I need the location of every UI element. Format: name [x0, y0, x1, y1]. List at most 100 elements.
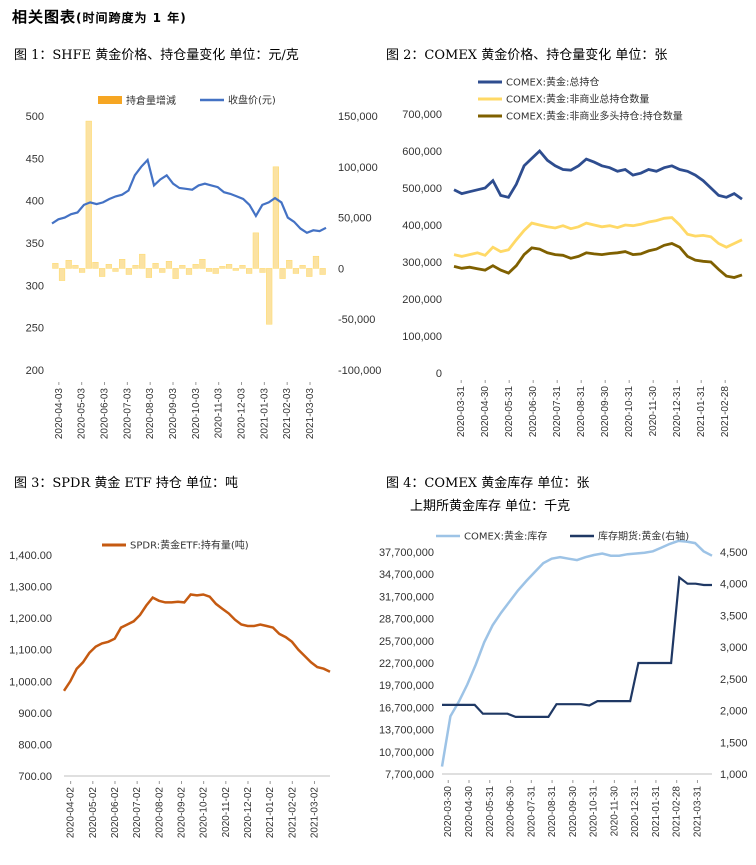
chart3-spdr-etf: 700.00 800.00 900.00 1,000.00 1,100.00 1,200.… [9, 539, 331, 839]
chart1-bar [319, 268, 326, 275]
chart3-ytick: 1,000.00 [9, 676, 52, 688]
chart1-bar [125, 268, 132, 275]
chart2-comex-gold: 0 100,000 200,000 300,000 400,000 500,000 600,… [402, 76, 743, 438]
chart1-ytick-left: 400 [26, 196, 44, 208]
chart1-xtick-label: 2021-01-03 [259, 388, 270, 440]
chart1-xtick-label: 2020-05-03 [77, 388, 88, 440]
chart4-ytick-left: 25,700,000 [379, 636, 434, 648]
chart2-ytick: 400,000 [402, 220, 442, 232]
chart1-bar [185, 268, 193, 275]
chart2-series-noncomm-total [453, 216, 743, 258]
chart1-xtick-label: 2020-12-03 [237, 388, 248, 440]
chart1-bar [292, 268, 300, 274]
chart1-bar [58, 268, 66, 281]
chart4-xtick-label: 2020-11-30 [609, 786, 620, 837]
chart2-ytick: 200,000 [402, 294, 442, 306]
chart4-ytick-right: 4,000 [720, 579, 748, 591]
chart1-legend-swatch-bar [98, 96, 122, 104]
chart2-series-total-oi-legend-label: COMEX:黄金:总持仓 [506, 76, 599, 89]
chart4-xtick-label: 2021-02-28 [672, 786, 683, 838]
chart4-ytick-right: 1,500 [720, 737, 748, 749]
chart3-series-spdr-holdings [62, 593, 331, 692]
chart1-ytick-left: 450 [26, 153, 44, 165]
chart3-xtick-label: 2021-03-02 [309, 787, 320, 839]
chart2-ytick: 100,000 [402, 331, 442, 343]
chart4-ytick-right: 3,500 [720, 610, 748, 622]
chart2-xtick-label: 2020-08-31 [576, 386, 587, 438]
chart4-ytick-right: 2,500 [720, 674, 748, 686]
chart1-xtick-label: 2020-08-03 [145, 388, 156, 440]
chart1-bar [212, 268, 219, 274]
chart2-xtick-label: 2020-04-30 [480, 386, 491, 438]
chart3-xtick-label: 2020-08-02 [154, 787, 165, 839]
chart3-ytick: 1,200.00 [9, 613, 52, 625]
chart4-ytick-left: 22,700,000 [379, 658, 434, 670]
chart2-ytick: 700,000 [402, 109, 442, 121]
chart3-xtick-label: 2021-02-02 [287, 787, 298, 839]
chart1-bar [192, 264, 199, 269]
chart4-series-shfe-inventory [442, 575, 712, 718]
chart1-bar [239, 265, 246, 269]
chart1-bar [312, 255, 320, 269]
chart3-heading: 图 3：SPDR 黄金 ETF 持仓 单位：吨 [14, 476, 238, 491]
chart1-bar [266, 268, 273, 325]
chart1-bar [112, 268, 119, 272]
chart3-xtick-label: 2020-06-02 [110, 787, 121, 839]
chart4-ytick-right: 4,500 [720, 547, 748, 559]
chart1-bar [226, 264, 233, 269]
chart1-xtick-label: 2021-03-03 [305, 388, 316, 440]
chart1-xtick-label: 2020-04-03 [54, 388, 65, 440]
chart1-ytick-right: -50,000 [338, 314, 375, 326]
chart1-ytick-left: 500 [26, 111, 44, 123]
chart2-xtick-label: 2020-10-31 [624, 386, 635, 438]
chart4-xtick-label: 2021-03-31 [692, 786, 703, 838]
chart3-xtick-label: 2020-09-02 [176, 787, 187, 839]
chart1-bar [232, 268, 239, 271]
chart1-xtick-label: 2020-06-03 [100, 388, 111, 440]
chart1-ytick-left: 300 [26, 280, 44, 292]
chart1-bar [259, 268, 266, 273]
chart3-ytick: 900.00 [18, 708, 52, 720]
chart2-xtick-label: 2020-06-30 [528, 386, 539, 438]
chart1-xtick-label: 2020-07-03 [122, 388, 133, 440]
chart2-xtick-label: 2020-12-31 [672, 386, 683, 438]
chart1-ytick-left: 350 [26, 238, 44, 250]
chart4-ytick-right: 3,000 [720, 642, 748, 654]
chart1-xtick-label: 2020-09-03 [168, 388, 179, 440]
chart1-bar [145, 268, 152, 278]
chart1-bar [92, 262, 99, 269]
chart3-xtick-label: 2020-12-02 [243, 787, 254, 839]
chart4-ytick-left: 28,700,000 [379, 614, 434, 626]
chart1-series-close-price [51, 157, 327, 235]
chart1-heading: 图 1：SHFE 黄金价格、持仓量变化 单位：元/克 [14, 48, 299, 63]
chart1-ytick-left: 250 [26, 323, 44, 335]
chart1-bar [72, 265, 79, 269]
chart4-xtick-label: 2020-07-31 [526, 786, 537, 838]
chart3-xtick-label: 2020-07-02 [132, 787, 143, 839]
chart4-xtick-label: 2020-12-31 [630, 786, 641, 838]
chart2-series-noncomm-total-legend-label: COMEX:黄金:非商业总持仓数量 [506, 93, 649, 106]
chart4-xtick-label: 2020-06-30 [506, 786, 517, 838]
chart2-series-noncomm-long [453, 242, 743, 279]
chart3-xtick-label: 2021-01-02 [265, 787, 276, 839]
chart3-xtick-label: 2020-05-02 [88, 787, 99, 839]
chart4-ytick-left: 16,700,000 [379, 702, 434, 714]
chart1-bar [279, 268, 286, 279]
chart2-xtick-label: 2020-03-31 [456, 386, 467, 438]
chart1-bar [246, 268, 253, 274]
chart4-ytick-left: 31,700,000 [379, 591, 434, 603]
chart1-bar [159, 268, 166, 273]
chart1-ytick-right: 0 [338, 263, 344, 275]
chart3-ytick: 1,400.00 [9, 550, 52, 562]
chart1-bar [132, 265, 139, 269]
chart1-ytick-right: -100,000 [338, 365, 381, 377]
chart4-ytick-left: 13,700,000 [379, 725, 434, 737]
chart4-xtick-label: 2020-05-31 [485, 786, 496, 838]
chart1-bar [252, 232, 259, 269]
chart2-xtick-label: 2021-01-31 [696, 386, 707, 438]
chart2-ytick: 0 [436, 368, 442, 380]
page-title: 相关图表(时间跨度为 1 年) [12, 8, 187, 26]
chart4-shfe-legend-label: 库存期货:黄金(右轴) [598, 530, 689, 543]
chart2-xtick-label: 2020-05-31 [504, 386, 515, 438]
chart3-ytick: 1,100.00 [9, 645, 52, 657]
